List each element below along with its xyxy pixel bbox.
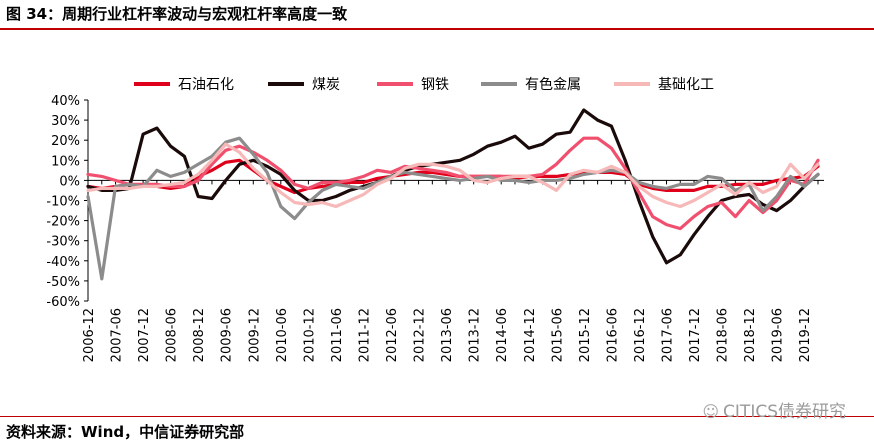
- y-tick-label: 10%: [51, 154, 80, 169]
- x-tick-label: 2015-12: [578, 308, 593, 362]
- wechat-icon: ☺: [702, 402, 720, 421]
- footer-rule: [0, 416, 874, 417]
- x-tick-label: 2018-06: [716, 308, 731, 362]
- x-tick-label: 2014-12: [523, 308, 538, 362]
- x-tick-label: 2017-06: [660, 308, 675, 362]
- x-tick-label: 2013-06: [440, 308, 455, 362]
- y-tick-label: -20%: [46, 215, 80, 230]
- x-tick-label: 2011-06: [330, 308, 345, 362]
- x-tick-label: 2019-06: [771, 308, 786, 362]
- legend: 石油石化 煤炭 钢铁 有色金属 基础化工: [134, 76, 714, 93]
- x-tick-label: 2007-06: [110, 308, 125, 362]
- x-tick-label: 2006-12: [82, 308, 97, 362]
- x-tick-label: 2012-06: [385, 308, 400, 362]
- watermark: ☺ CITICS债券研究: [702, 397, 846, 422]
- figure-title: 图 34：周期行业杠杆率波动与宏观杠杆率高度一致: [6, 5, 348, 23]
- y-tick-label: -50%: [46, 275, 80, 290]
- x-tick-label: 2016-12: [633, 308, 648, 362]
- x-tick-label: 2013-12: [468, 308, 483, 362]
- y-axis: 40% 30% 20% 10% 0% -10% -20% -30% -40% -50% -60%: [46, 94, 89, 310]
- x-tick-label: 2017-12: [688, 308, 703, 362]
- x-tick-label: 2010-12: [302, 308, 317, 362]
- x-tick-label: 2016-06: [605, 308, 620, 362]
- watermark-text: CITICS债券研究: [723, 402, 846, 422]
- y-tick-label: 20%: [51, 134, 80, 149]
- legend-label: 石油石化: [178, 77, 234, 93]
- x-tick-label: 2010-06: [275, 308, 290, 362]
- series-line-3: [86, 136, 820, 231]
- series-lines: [86, 108, 820, 281]
- y-tick-label: -30%: [46, 235, 80, 250]
- x-tick-label: 2012-12: [413, 308, 428, 362]
- y-tick-label: -10%: [46, 195, 80, 210]
- legend-label: 煤炭: [312, 77, 340, 93]
- x-tick-label: 2019-12: [798, 308, 813, 362]
- series-line-4: [86, 136, 820, 281]
- y-tick-label: -60%: [46, 295, 80, 310]
- x-tick-label: 2008-12: [192, 308, 207, 362]
- source-note: 资料来源：Wind，中信证券研究部: [6, 423, 245, 441]
- y-tick-label: 40%: [51, 94, 80, 109]
- x-tick-label: 2009-12: [247, 308, 262, 362]
- series-line-5: [86, 142, 820, 209]
- title-underline: [0, 28, 874, 30]
- x-tick-label: 2015-06: [550, 308, 565, 362]
- x-tick-label: 2018-12: [743, 308, 758, 362]
- y-tick-label: 0%: [59, 174, 80, 189]
- legend-label: 基础化工: [658, 76, 714, 93]
- x-tick-label: 2009-06: [220, 308, 235, 362]
- x-tick-label: 2007-12: [137, 308, 152, 362]
- y-tick-label: 30%: [51, 114, 80, 129]
- series-line-2: [86, 108, 820, 265]
- y-tick-label: -40%: [46, 255, 80, 270]
- x-tick-label: 2014-06: [495, 308, 510, 362]
- legend-label: 钢铁: [421, 77, 449, 93]
- x-tick-label: 2008-06: [165, 308, 180, 362]
- x-axis: 2006-12 2007-06 2007-12 2008-06 2008-12 2009-…: [82, 179, 824, 362]
- x-tick-label: 2011-12: [357, 308, 372, 362]
- legend-label: 有色金属: [525, 76, 581, 93]
